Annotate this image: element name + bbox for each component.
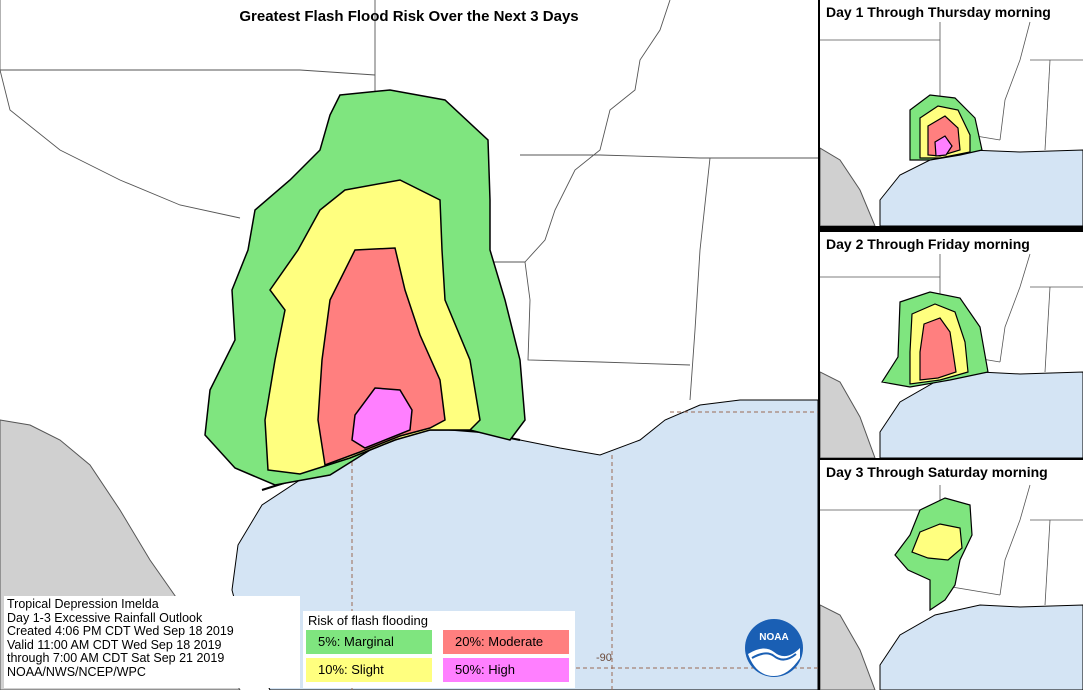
moderate-risk-area — [317, 247, 446, 467]
day1-title: Day 1 Through Thursday morning — [826, 4, 1051, 20]
legend-marginal: 5%: Marginal — [306, 630, 432, 654]
legend-title: Risk of flash flooding — [308, 613, 428, 628]
svg-text:NOAA: NOAA — [759, 632, 788, 643]
outlook-info-box: Tropical Depression Imelda Day 1-3 Exces… — [4, 596, 300, 688]
info-line: Created 4:06 PM CDT Wed Sep 18 2019 — [7, 624, 234, 638]
legend-high: 50%: High — [443, 658, 569, 682]
noaa-logo-icon: NOAA — [745, 619, 803, 677]
map-title: Greatest Flash Flood Risk Over the Next … — [239, 8, 579, 25]
day3-panel: Day 3 Through Saturday morning — [820, 460, 1083, 690]
longitude-label: -90 — [596, 652, 612, 664]
main-map — [0, 0, 818, 690]
day1-high-area — [934, 135, 953, 157]
info-line: through 7:00 AM CDT Sat Sep 21 2019 — [7, 651, 225, 665]
day1-map — [820, 21, 1083, 226]
high-risk-area — [351, 387, 413, 449]
main-map-panel: Greatest Flash Flood Risk Over the Next … — [0, 0, 818, 690]
info-line: Valid 11:00 AM CDT Wed Sep 18 2019 — [7, 637, 222, 652]
day3-title: Day 3 Through Saturday morning — [826, 464, 1048, 480]
day3-slight-area — [911, 523, 963, 561]
day2-title: Day 2 Through Friday morning — [826, 236, 1030, 252]
day2-panel: Day 2 Through Friday morning — [820, 232, 1083, 458]
info-line: NOAA/NWS/NCEP/WPC — [7, 664, 146, 679]
risk-legend: Risk of flash flooding 5%: Marginal 20%:… — [303, 611, 575, 688]
info-line: Day 1-3 Excessive Rainfall Outlook — [7, 610, 203, 625]
day3-map — [820, 484, 1083, 690]
day2-map — [820, 253, 1083, 458]
legend-slight: 10%: Slight — [306, 658, 432, 682]
info-line: Tropical Depression Imelda — [7, 597, 159, 611]
day2-moderate-area — [919, 317, 957, 381]
legend-moderate: 20%: Moderate — [443, 630, 569, 654]
day1-panel: Day 1 Through Thursday morning — [820, 0, 1083, 226]
